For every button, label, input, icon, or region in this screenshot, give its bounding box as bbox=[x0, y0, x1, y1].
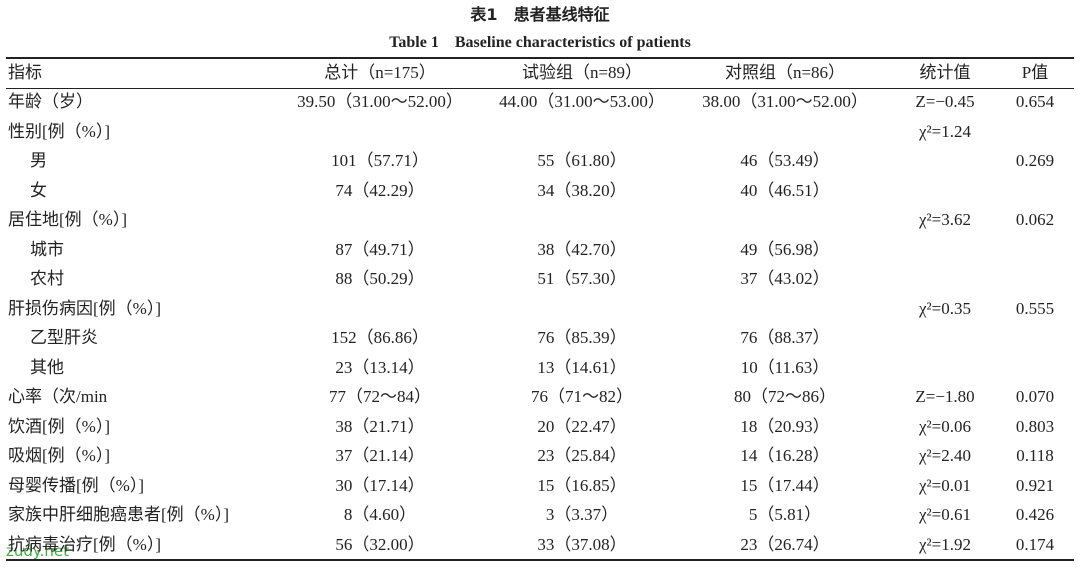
data-cell: 38（42.70） bbox=[537, 239, 627, 259]
data-cell: χ²=3.62 bbox=[919, 210, 971, 229]
data-cell: 76（85.39） bbox=[537, 328, 627, 347]
row-label: 其他 bbox=[30, 357, 64, 377]
data-cell: 10（11.63） bbox=[740, 357, 830, 377]
row-label: 吸烟[例（%）] bbox=[8, 446, 110, 465]
data-cell: χ²=0.61 bbox=[919, 505, 971, 524]
data-cell: 56（32.00） bbox=[335, 534, 425, 554]
header-cell: 统计值 bbox=[919, 63, 971, 82]
data-cell: 0.803 bbox=[1015, 416, 1055, 436]
data-cell: 80（72～86） bbox=[734, 387, 836, 406]
data-cell: 40（46.51） bbox=[740, 180, 830, 200]
data-cell: χ²=0.01 bbox=[919, 475, 971, 495]
data-cell: χ²=0.06 bbox=[919, 416, 971, 436]
data-cell: χ²=2.40 bbox=[919, 446, 971, 465]
data-cell: Z=−0.45 bbox=[915, 92, 975, 111]
data-cell: 152（86.86） bbox=[331, 328, 429, 347]
row-label: 乙型肝炎 bbox=[30, 328, 98, 347]
data-cell: 8（4.60） bbox=[343, 505, 417, 524]
data-cell: 44.00（31.00～53.00） bbox=[499, 92, 665, 111]
data-cell: 20（22.47） bbox=[537, 416, 627, 436]
data-cell: 49（56.98） bbox=[740, 239, 830, 259]
data-cell: 46（53.49） bbox=[740, 151, 830, 170]
row-label: 抗病毒治疗[例（%）] bbox=[8, 534, 161, 554]
bottom-rule bbox=[6, 559, 1074, 561]
data-cell: 37（43.02） bbox=[740, 269, 830, 288]
row-label: 饮酒[例（%）] bbox=[8, 416, 110, 436]
header-cell: 指标 bbox=[8, 63, 42, 82]
data-cell: 38.00（31.00～52.00） bbox=[702, 92, 868, 111]
row-label: 肝损伤病因[例（%）] bbox=[8, 298, 161, 318]
row-label: 家族中肝细胞癌患者[例（%）] bbox=[8, 505, 229, 524]
data-cell: 13（14.61） bbox=[537, 357, 627, 377]
data-cell: Z=−1.80 bbox=[915, 387, 975, 406]
data-cell: 23（13.14） bbox=[335, 357, 425, 377]
header-cell: 对照组（n=86） bbox=[724, 63, 846, 82]
data-cell: χ²=0.35 bbox=[919, 298, 971, 318]
data-cell: 76（71～82） bbox=[531, 387, 633, 406]
data-cell: 15（16.85） bbox=[537, 475, 627, 495]
data-cell: 77（72～84） bbox=[329, 387, 431, 406]
data-cell: 38（21.71） bbox=[335, 416, 425, 436]
data-cell: 23（25.84） bbox=[537, 446, 627, 465]
row-label: 性别[例（%）] bbox=[8, 121, 110, 141]
data-cell: 51（57.30） bbox=[537, 269, 627, 288]
table-subtitle: Table 1 Baseline characteristics of pati… bbox=[389, 34, 691, 51]
data-cell: χ²=1.92 bbox=[919, 534, 971, 554]
data-cell: 39.50（31.00～52.00） bbox=[297, 92, 463, 111]
data-cell: 88（50.29） bbox=[335, 269, 425, 288]
data-cell: 30（17.14） bbox=[335, 475, 425, 495]
data-cell: χ²=1.24 bbox=[919, 121, 971, 141]
watermark: zudy.net bbox=[6, 542, 70, 560]
header-cell: P值 bbox=[1021, 63, 1049, 82]
data-cell: 87（49.71） bbox=[335, 239, 425, 259]
data-cell: 34（38.20） bbox=[537, 180, 627, 200]
data-cell: 0.426 bbox=[1015, 505, 1055, 524]
data-cell: 23（26.74） bbox=[740, 534, 830, 554]
data-cell: 14（16.28） bbox=[740, 446, 830, 465]
row-label: 年龄（岁） bbox=[8, 92, 93, 111]
data-cell: 0.555 bbox=[1015, 298, 1055, 318]
row-label: 农村 bbox=[30, 269, 64, 288]
row-label: 城市 bbox=[30, 239, 64, 259]
header-cell: 总计（n=175） bbox=[324, 63, 436, 82]
data-cell: 15（17.44） bbox=[740, 475, 830, 495]
data-cell: 0.118 bbox=[1016, 446, 1054, 465]
data-cell: 37（21.14） bbox=[335, 446, 425, 465]
header-cell: 试验组（n=89） bbox=[521, 63, 643, 82]
data-cell: 101（57.71） bbox=[331, 151, 429, 170]
data-cell: 5（5.81） bbox=[748, 505, 822, 524]
data-cell: 0.921 bbox=[1015, 475, 1055, 495]
data-cell: 0.269 bbox=[1015, 151, 1055, 170]
data-cell: 0.062 bbox=[1015, 210, 1055, 229]
data-cell: 0.070 bbox=[1015, 387, 1055, 406]
row-label: 母婴传播[例（%）] bbox=[8, 475, 144, 495]
data-cell: 18（20.93） bbox=[740, 416, 830, 436]
data-cell: 0.174 bbox=[1015, 534, 1055, 554]
data-cell: 33（37.08） bbox=[537, 534, 627, 554]
row-label: 女 bbox=[30, 180, 47, 200]
data-cell: 74（42.29） bbox=[335, 180, 425, 200]
row-label: 心率（次/min bbox=[8, 387, 108, 406]
data-cell: 0.654 bbox=[1015, 92, 1055, 111]
data-cell: 76（88.37） bbox=[740, 328, 830, 347]
row-label: 居住地[例（%）] bbox=[8, 210, 127, 229]
table-title: 表1 患者基线特征 bbox=[470, 5, 610, 24]
header-rule bbox=[6, 88, 1074, 89]
data-cell: 55（61.80） bbox=[537, 151, 627, 170]
top-rule bbox=[6, 57, 1074, 59]
row-label: 男 bbox=[30, 151, 47, 170]
data-cell: 3（3.37） bbox=[545, 505, 619, 524]
